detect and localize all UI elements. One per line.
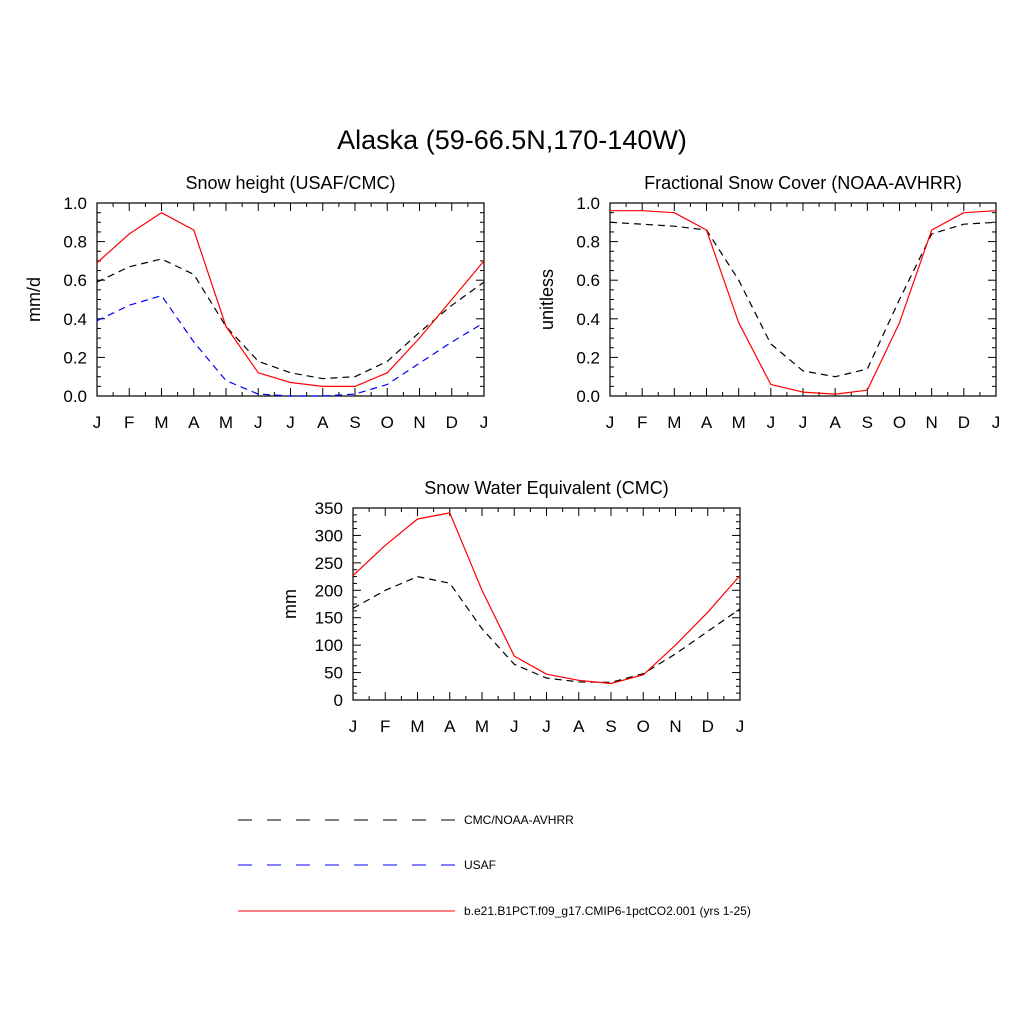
- y-tick-label: 200: [315, 581, 343, 600]
- y-tick-label: 350: [315, 499, 343, 518]
- y-tick-label: 0.6: [63, 271, 87, 290]
- x-tick-label: J: [992, 413, 1001, 432]
- series-line-cmc: [609, 221, 997, 378]
- x-tick-label: J: [767, 413, 776, 432]
- x-tick-label: A: [317, 413, 329, 432]
- x-tick-label: M: [475, 717, 489, 736]
- y-tick-label: 1.0: [63, 194, 87, 213]
- series-line-cmc: [352, 575, 741, 684]
- y-tick-label: 0.2: [576, 348, 600, 367]
- chart-snow-water-equivalent: Snow Water Equivalent (CMC)mmJ F M A M J J A S O N…: [280, 478, 744, 736]
- x-tick-label: J: [736, 717, 745, 736]
- x-tick-label: J: [254, 413, 263, 432]
- x-tick-label: M: [667, 413, 681, 432]
- x-tick-label: O: [637, 717, 650, 736]
- x-tick-label: N: [926, 413, 938, 432]
- y-tick-label: 1.0: [576, 194, 600, 213]
- panel-title: Snow height (USAF/CMC): [185, 173, 395, 193]
- x-tick-label: S: [605, 717, 616, 736]
- y-axis-label: mm/d: [24, 277, 44, 322]
- x-tick-label: M: [219, 413, 233, 432]
- y-tick-label: 0.8: [63, 233, 87, 252]
- legend-label-model: b.e21.B1PCT.f09_g17.CMIP6-1pctCO2.001 (y…: [464, 904, 751, 918]
- y-tick-label: 50: [324, 664, 343, 683]
- x-tick-label: M: [732, 413, 746, 432]
- x-tick-label: N: [413, 413, 425, 432]
- series-line-model: [610, 210, 997, 395]
- legend-label-cmc: CMC/NOAA-AVHRR: [464, 813, 574, 827]
- y-tick-label: 300: [315, 526, 343, 545]
- y-tick-label: 0.0: [576, 387, 600, 406]
- x-tick-label: O: [381, 413, 394, 432]
- y-axis-label: mm: [280, 589, 300, 619]
- legend-label-usaf: USAF: [464, 858, 496, 872]
- x-tick-label: F: [637, 413, 647, 432]
- y-tick-label: 0: [334, 691, 343, 710]
- figure-title: Alaska (59-66.5N,170-140W): [337, 125, 687, 155]
- x-tick-label: O: [893, 413, 906, 432]
- x-tick-label: S: [349, 413, 360, 432]
- y-tick-label: 0.0: [63, 387, 87, 406]
- x-tick-label: D: [446, 413, 458, 432]
- legend: CMC/NOAA-AVHRR USAF b.e21.B1PCT.f09_g17.…: [238, 813, 751, 918]
- x-tick-label: J: [510, 717, 519, 736]
- chart-snow-height: Snow height (USAF/CMC)mm/dJ F M A M J J A S O N D J0…: [24, 173, 488, 432]
- x-tick-label: N: [669, 717, 681, 736]
- x-tick-label: M: [154, 413, 168, 432]
- x-tick-label: J: [606, 413, 615, 432]
- y-tick-label: 250: [315, 554, 343, 573]
- y-tick-label: 0.4: [576, 310, 600, 329]
- y-tick-label: 150: [315, 609, 343, 628]
- x-tick-label: J: [93, 413, 102, 432]
- x-tick-label: J: [799, 413, 808, 432]
- x-tick-label: A: [444, 717, 456, 736]
- x-tick-label: D: [958, 413, 970, 432]
- x-tick-label: J: [542, 717, 551, 736]
- x-tick-label: A: [188, 413, 200, 432]
- y-tick-label: 0.8: [576, 233, 600, 252]
- chart-fractional-snow-cover: Fractional Snow Cover (NOAA-AVHRR) unitle…: [537, 173, 1000, 432]
- x-tick-label: J: [480, 413, 489, 432]
- y-tick-label: 100: [315, 636, 343, 655]
- x-tick-label: J: [286, 413, 295, 432]
- panel-title: Fractional Snow Cover (NOAA-AVHRR): [644, 173, 962, 193]
- x-tick-label: D: [702, 717, 714, 736]
- x-tick-label: A: [701, 413, 713, 432]
- series-line-model: [96, 212, 485, 387]
- x-tick-label: M: [410, 717, 424, 736]
- y-tick-label: 0.6: [576, 271, 600, 290]
- x-tick-label: A: [573, 717, 585, 736]
- x-tick-label: A: [829, 413, 841, 432]
- x-tick-label: S: [862, 413, 873, 432]
- x-tick-label: J: [349, 717, 358, 736]
- series-line-usaf: [96, 295, 485, 397]
- panel-title: Snow Water Equivalent (CMC): [424, 478, 668, 498]
- y-axis-label: unitless: [537, 269, 557, 330]
- y-tick-label: 0.2: [63, 348, 87, 367]
- x-tick-label: F: [124, 413, 134, 432]
- x-tick-label: F: [380, 717, 390, 736]
- y-tick-label: 0.4: [63, 310, 87, 329]
- series-line-model: [352, 512, 741, 685]
